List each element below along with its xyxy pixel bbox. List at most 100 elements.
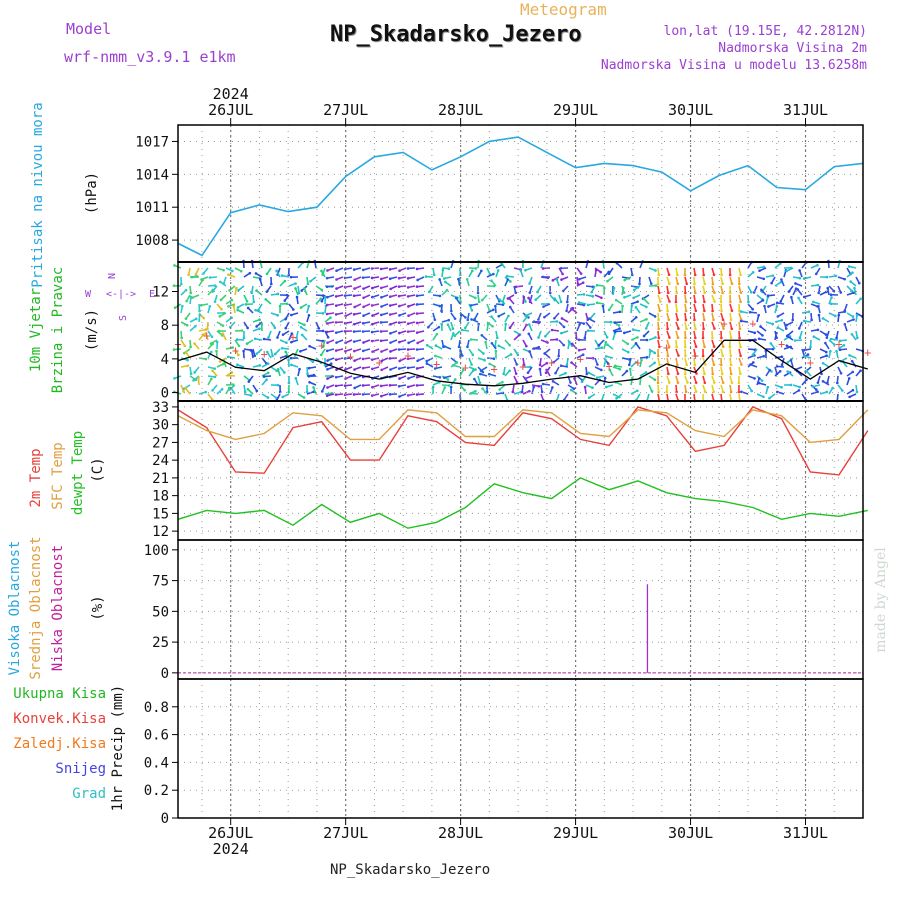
chart-subtitle: Meteogram (520, 0, 607, 19)
pressure-tick-label: 1017 (135, 134, 169, 150)
wind-gust-marker: + (606, 359, 613, 373)
model-name: wrf-nmm_v3.9.1 e1km (64, 48, 236, 66)
precip-unit: 1hr Precip (mm) (110, 685, 126, 811)
bottom-day-label: 29JUL (553, 824, 598, 842)
precip-legend-label: Grad (72, 786, 106, 802)
compass-cross: <-|-> (106, 289, 136, 300)
compass-south: S (118, 315, 129, 321)
model-label: Model (66, 20, 112, 38)
bottom-day-label: 27JUL (323, 824, 368, 842)
temp-tick-label: 33 (152, 400, 169, 416)
temp-tick-label: 24 (152, 453, 169, 469)
wind-gust-marker: + (519, 360, 526, 374)
bottom-day-label: 31JUL (783, 824, 828, 842)
temp-tick-label: 27 (152, 435, 169, 451)
bottom-day-label: 26JUL (208, 824, 253, 842)
mid-cloud-label: Srednja Oblacnost (28, 536, 44, 679)
wind-gust-marker: + (491, 362, 498, 376)
wind-gust-marker: + (692, 349, 699, 363)
wind-tick-label: 4 (161, 352, 169, 368)
panel-grid-3 (201, 540, 835, 679)
wind-gust-marker: + (462, 361, 469, 375)
wind-gust-marker: + (749, 317, 756, 331)
panel-frame-3 (177, 539, 864, 680)
pressure-line (177, 136, 864, 257)
wind-gust-marker: + (347, 350, 354, 364)
dewpoint-line (177, 477, 868, 529)
dewpoint-label: dewpt Temp (70, 431, 86, 515)
pressure-tick-label: 1011 (135, 200, 169, 216)
panel-frame-0 (177, 124, 864, 263)
wind-title-1: 10m Vjetar (28, 288, 44, 372)
coords-label: lon,lat (19.15E, 42.2812N) (663, 24, 868, 39)
precip-tick-label: 0.4 (144, 755, 169, 771)
wind-gust-marker: + (289, 330, 296, 344)
t2m-label: 2m Temp (28, 448, 44, 507)
precip-tick-label: 0.2 (144, 783, 169, 799)
wind-speed-line (177, 339, 868, 387)
wind-gust-marker: + (203, 329, 210, 343)
wind-gust-marker: + (807, 355, 814, 369)
wind-gust-marker: + (232, 344, 239, 358)
precip-tick-label: 0.6 (144, 728, 169, 744)
wind-gust-marker: + (404, 349, 411, 363)
top-day-label: 31JUL (783, 101, 828, 119)
wind-gust-marker: + (376, 355, 383, 369)
compass-east: E (149, 289, 155, 300)
wind-gust-marker: + (663, 340, 670, 354)
temp-tick-label: 15 (152, 506, 169, 522)
cloud-tick-label: 75 (152, 574, 169, 590)
precip-legend-label: Ukupna Kisa (13, 686, 106, 702)
cloud-tick-label: 25 (152, 635, 169, 651)
top-day-label: 30JUL (668, 101, 713, 119)
panel-grid-2 (201, 401, 835, 540)
cloud-unit: (%) (90, 595, 106, 620)
precip-tick-label: 0 (161, 811, 169, 827)
wind-gust-marker: + (864, 345, 871, 359)
low-cloud-label: Niska Oblacnost (50, 545, 66, 671)
wind-gust-marker: + (720, 317, 727, 331)
panel-grid-0 (201, 125, 835, 262)
panel-frame-4 (177, 678, 864, 819)
wind-gust-marker: + (318, 339, 325, 353)
cloud-tick-label: 0 (161, 666, 169, 682)
temp-tick-label: 12 (152, 524, 169, 540)
compass-north: N (107, 273, 118, 279)
top-year-label: 2024 (213, 85, 249, 103)
pressure-tick-label: 1008 (135, 233, 169, 249)
cloud-tick-label: 100 (144, 543, 169, 559)
t2m-line (177, 406, 869, 476)
precip-legend-label: Snijeg (55, 761, 106, 777)
pressure-title: Pritisak na nivou mora (30, 102, 46, 287)
wind-unit: (m/s) (84, 309, 100, 351)
pressure-unit: (hPa) (84, 172, 100, 214)
credit-label: made by Angel (873, 547, 889, 653)
high-cloud-label: Visoka Oblacnost (7, 541, 23, 676)
top-day-label: 28JUL (438, 101, 483, 119)
pressure-tick-label: 1014 (135, 167, 169, 183)
wind-tick-label: 8 (161, 318, 169, 334)
wind-gust-marker: + (634, 355, 641, 369)
sfc-temp-line (177, 409, 869, 444)
precip-tick-label: 0.8 (144, 700, 169, 716)
temp-tick-label: 18 (152, 489, 169, 505)
chart-title: NP_Skadarsko_Jezero (330, 22, 582, 47)
sfc-label: SFC Temp (50, 442, 66, 509)
wind-gust-marker: + (577, 352, 584, 366)
top-day-label: 26JUL (208, 101, 253, 119)
bottom-year-label: 2024 (213, 840, 249, 858)
wind-tick-label: 12 (152, 284, 169, 300)
precip-legend-label: Konvek.Kisa (13, 711, 106, 727)
temp-tick-label: 21 (152, 471, 169, 487)
wind-gust-marker: + (261, 347, 268, 361)
footer-station: NP_Skadarsko_Jezero (330, 862, 491, 878)
top-day-label: 29JUL (553, 101, 598, 119)
wind-gust-marker: + (433, 357, 440, 371)
panel-grid-4 (201, 679, 835, 818)
bottom-day-label: 28JUL (438, 824, 483, 842)
temp-unit: (C) (90, 457, 106, 482)
compass-west: W (85, 289, 92, 300)
elevation-station: Nadmorska Visina 2m (718, 41, 867, 56)
precip-legend-label: Zaledj.Kisa (13, 736, 106, 752)
